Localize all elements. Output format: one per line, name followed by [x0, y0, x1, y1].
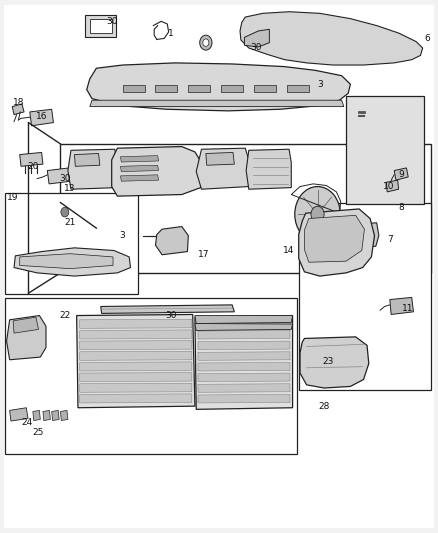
Polygon shape: [394, 168, 408, 180]
Circle shape: [61, 207, 69, 217]
Polygon shape: [7, 316, 46, 360]
Polygon shape: [188, 85, 210, 92]
Polygon shape: [80, 330, 192, 339]
Polygon shape: [80, 319, 192, 328]
Polygon shape: [33, 410, 40, 421]
Polygon shape: [244, 29, 269, 47]
Polygon shape: [300, 337, 369, 388]
Polygon shape: [85, 15, 116, 37]
Text: 13: 13: [64, 184, 75, 193]
Polygon shape: [60, 144, 431, 273]
Polygon shape: [74, 154, 100, 166]
Polygon shape: [43, 410, 50, 421]
Polygon shape: [20, 254, 113, 269]
Polygon shape: [195, 324, 293, 330]
Polygon shape: [198, 362, 290, 371]
Polygon shape: [198, 352, 290, 360]
Text: 11: 11: [402, 304, 413, 312]
Polygon shape: [196, 148, 249, 189]
Polygon shape: [254, 85, 276, 92]
Polygon shape: [5, 193, 138, 294]
Text: 28: 28: [318, 402, 330, 410]
Polygon shape: [13, 317, 39, 333]
Polygon shape: [60, 410, 68, 421]
Polygon shape: [240, 12, 423, 65]
Polygon shape: [221, 85, 243, 92]
Polygon shape: [10, 408, 28, 421]
Polygon shape: [80, 362, 192, 371]
Text: 17: 17: [198, 251, 209, 259]
Text: 9: 9: [398, 171, 404, 179]
Polygon shape: [14, 248, 131, 276]
Polygon shape: [87, 63, 350, 111]
Text: 1: 1: [168, 29, 174, 37]
Text: 30: 30: [59, 174, 71, 182]
Polygon shape: [390, 297, 413, 314]
Text: 20: 20: [28, 162, 39, 171]
Text: 14: 14: [283, 246, 294, 255]
Text: 3: 3: [317, 80, 323, 88]
Polygon shape: [101, 305, 234, 313]
Text: 21: 21: [64, 219, 76, 227]
Polygon shape: [198, 341, 290, 350]
Polygon shape: [90, 100, 344, 107]
Polygon shape: [112, 147, 201, 196]
Polygon shape: [20, 152, 43, 166]
Polygon shape: [120, 165, 159, 172]
Polygon shape: [304, 215, 364, 262]
Text: 8: 8: [398, 204, 404, 212]
Text: 30: 30: [106, 17, 117, 26]
Polygon shape: [299, 209, 374, 276]
Polygon shape: [90, 19, 112, 33]
Polygon shape: [198, 384, 290, 392]
Polygon shape: [346, 96, 424, 204]
Polygon shape: [5, 298, 297, 454]
Circle shape: [203, 39, 209, 46]
Circle shape: [295, 187, 340, 242]
Text: 6: 6: [424, 34, 430, 43]
Polygon shape: [80, 394, 192, 403]
Polygon shape: [30, 109, 53, 126]
Polygon shape: [155, 85, 177, 92]
Polygon shape: [120, 156, 159, 162]
Circle shape: [311, 206, 324, 222]
Circle shape: [200, 35, 212, 50]
Polygon shape: [198, 320, 290, 328]
Polygon shape: [198, 394, 290, 403]
Text: 10: 10: [383, 182, 394, 191]
Polygon shape: [246, 149, 291, 189]
Text: 22: 22: [59, 311, 71, 320]
Text: 30: 30: [251, 44, 262, 52]
Text: 24: 24: [21, 418, 33, 426]
Polygon shape: [344, 223, 379, 248]
Text: 25: 25: [33, 429, 44, 437]
Polygon shape: [123, 85, 145, 92]
Text: 30: 30: [165, 311, 177, 320]
Polygon shape: [80, 341, 192, 350]
Polygon shape: [52, 410, 59, 421]
Polygon shape: [68, 149, 117, 189]
Polygon shape: [198, 373, 290, 382]
Polygon shape: [195, 316, 293, 324]
Polygon shape: [120, 175, 159, 181]
Text: 3: 3: [120, 231, 126, 240]
Text: 16: 16: [36, 112, 47, 120]
Polygon shape: [198, 330, 290, 339]
Polygon shape: [12, 104, 24, 115]
Polygon shape: [206, 152, 234, 165]
Polygon shape: [155, 227, 188, 255]
Polygon shape: [195, 316, 293, 409]
Polygon shape: [47, 168, 71, 184]
Text: 18: 18: [13, 98, 24, 107]
Polygon shape: [80, 383, 192, 392]
Polygon shape: [287, 85, 309, 92]
Text: 19: 19: [7, 193, 18, 201]
Polygon shape: [77, 314, 195, 408]
Polygon shape: [386, 180, 399, 192]
Polygon shape: [80, 373, 192, 382]
Text: 7: 7: [387, 236, 393, 244]
Polygon shape: [80, 351, 192, 360]
Polygon shape: [299, 203, 431, 390]
Text: 23: 23: [322, 357, 333, 366]
